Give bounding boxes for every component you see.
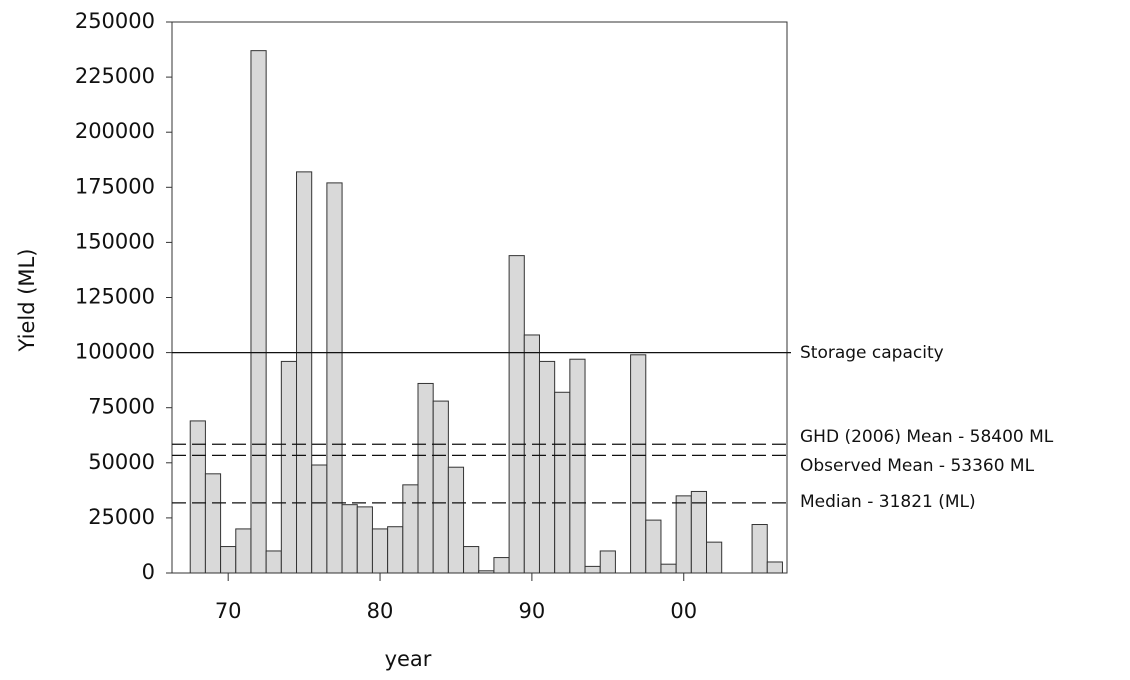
bar	[220, 546, 237, 574]
x-tick-label: 00	[670, 599, 697, 623]
y-axis-label: Yield (ML)	[15, 249, 39, 353]
bar	[265, 550, 282, 574]
y-tick-label: 175000	[75, 174, 155, 198]
reference-label: Median - 31821 (ML)	[800, 492, 976, 512]
bar	[478, 570, 495, 574]
bar	[508, 255, 525, 574]
bar	[235, 528, 252, 574]
bar	[660, 563, 677, 574]
x-tick-label: 70	[215, 599, 242, 623]
bar	[341, 504, 358, 574]
bar	[417, 382, 434, 574]
y-tick-label: 0	[142, 560, 155, 584]
bar	[387, 526, 404, 574]
bar	[523, 334, 540, 574]
bar	[447, 466, 465, 574]
reference-label: Storage capacity	[800, 343, 944, 363]
y-tick-label: 225000	[75, 64, 155, 88]
bar	[569, 358, 586, 574]
bar	[766, 561, 783, 574]
bar	[690, 490, 708, 574]
bar	[356, 506, 373, 574]
bar	[554, 391, 571, 574]
y-tick-label: 250000	[75, 9, 155, 33]
bar	[326, 182, 343, 574]
reference-label: GHD (2006) Mean - 58400 ML	[800, 427, 1054, 447]
y-tick-label: 200000	[75, 119, 155, 143]
y-tick-label: 125000	[75, 285, 155, 309]
x-tick-label: 90	[519, 599, 546, 623]
bar	[296, 171, 313, 574]
bar	[402, 484, 419, 574]
bar	[463, 546, 480, 574]
y-tick-label: 75000	[88, 395, 155, 419]
bar	[371, 528, 389, 574]
bar	[675, 495, 692, 574]
bar	[630, 354, 647, 574]
bar	[751, 524, 768, 574]
bar	[584, 565, 601, 574]
y-tick-label: 150000	[75, 229, 155, 253]
bar	[204, 473, 222, 574]
x-tick-label: 80	[367, 599, 394, 623]
bar	[645, 519, 662, 574]
bar	[250, 50, 267, 574]
bar	[706, 541, 723, 574]
y-tick-label: 100000	[75, 340, 155, 364]
bar	[538, 360, 556, 574]
bar	[493, 557, 510, 574]
y-tick-label: 25000	[88, 505, 155, 529]
bar	[432, 400, 449, 574]
bar	[280, 360, 298, 574]
x-axis-label: year	[385, 647, 432, 671]
bar	[311, 464, 328, 574]
y-tick-label: 50000	[88, 450, 155, 474]
reference-label: Observed Mean - 53360 ML	[800, 456, 1035, 476]
bar	[599, 550, 616, 574]
